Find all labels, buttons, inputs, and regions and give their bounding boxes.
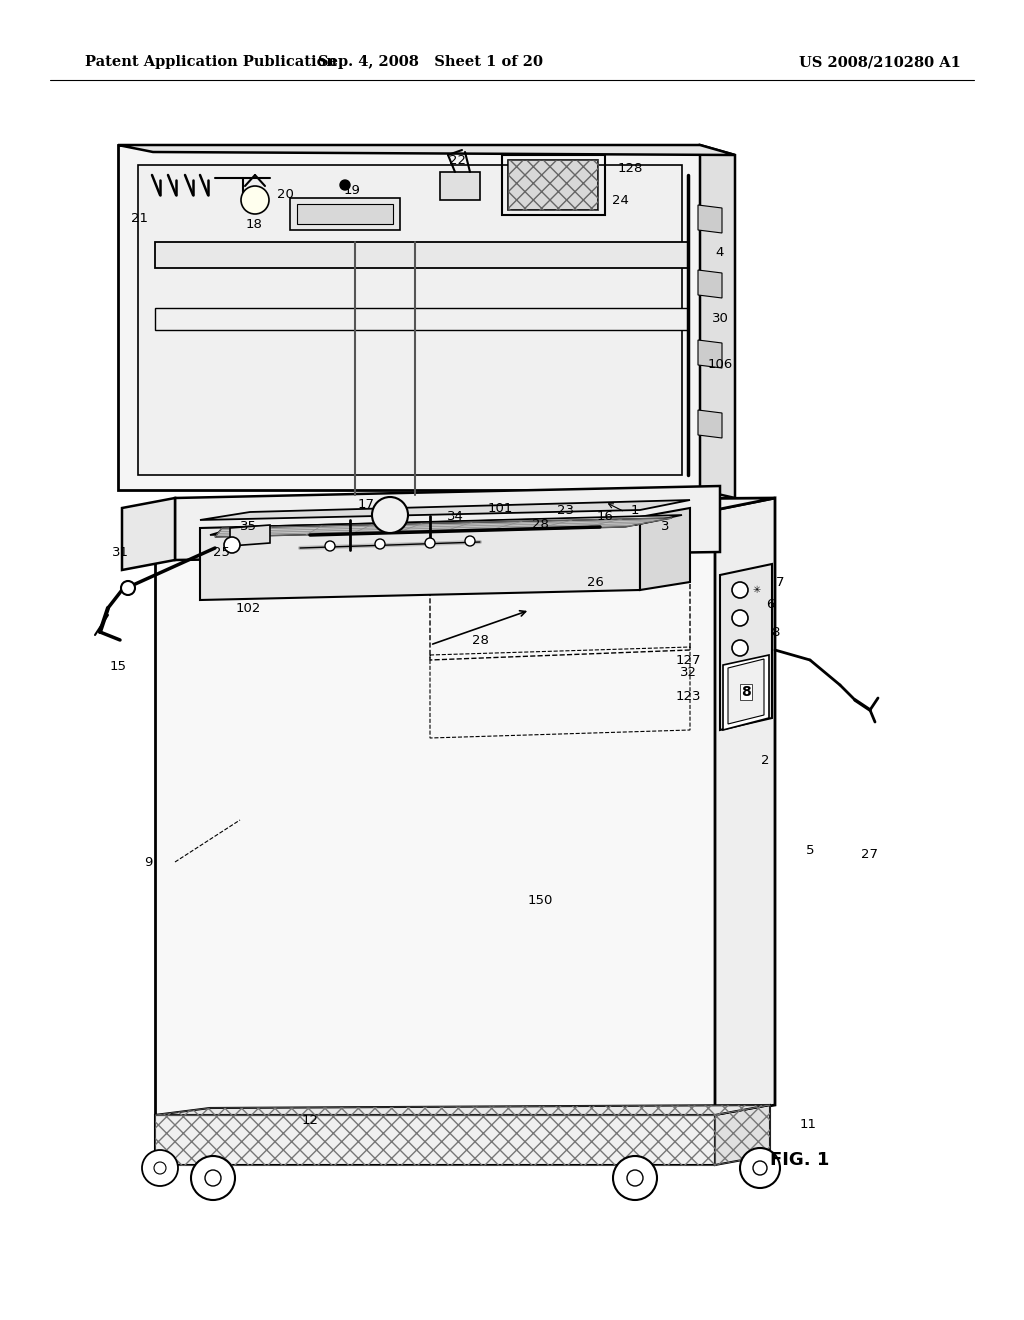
Polygon shape — [440, 172, 480, 201]
Text: 2: 2 — [761, 754, 769, 767]
Circle shape — [241, 186, 269, 214]
Circle shape — [753, 1162, 767, 1175]
Text: 102: 102 — [236, 602, 261, 615]
Polygon shape — [698, 341, 722, 368]
Polygon shape — [155, 308, 688, 330]
Text: 16: 16 — [597, 511, 613, 524]
Circle shape — [732, 582, 748, 598]
Circle shape — [121, 581, 135, 595]
Text: 18: 18 — [246, 219, 262, 231]
Text: 27: 27 — [861, 849, 879, 862]
Polygon shape — [215, 517, 672, 537]
Polygon shape — [200, 500, 690, 520]
Text: 4: 4 — [716, 246, 724, 259]
Text: 35: 35 — [240, 520, 256, 533]
Polygon shape — [155, 498, 775, 510]
Polygon shape — [118, 145, 700, 490]
Polygon shape — [508, 160, 598, 210]
Text: 15: 15 — [110, 660, 127, 672]
Text: 20: 20 — [276, 189, 294, 202]
Polygon shape — [155, 510, 715, 1115]
Polygon shape — [715, 1105, 770, 1166]
Circle shape — [205, 1170, 221, 1185]
Circle shape — [627, 1170, 643, 1185]
Polygon shape — [118, 145, 735, 154]
Text: 34: 34 — [446, 511, 464, 524]
Polygon shape — [698, 411, 722, 438]
Text: 28: 28 — [531, 519, 549, 532]
Circle shape — [340, 180, 350, 190]
Text: 17: 17 — [357, 499, 375, 511]
Circle shape — [191, 1156, 234, 1200]
Text: 150: 150 — [527, 894, 553, 907]
Circle shape — [325, 541, 335, 550]
Text: 30: 30 — [712, 312, 728, 325]
Polygon shape — [210, 515, 682, 535]
Text: Sep. 4, 2008   Sheet 1 of 20: Sep. 4, 2008 Sheet 1 of 20 — [317, 55, 543, 69]
Polygon shape — [720, 564, 772, 730]
Text: 19: 19 — [344, 183, 360, 197]
Text: 101: 101 — [487, 502, 513, 515]
Text: 25: 25 — [213, 545, 230, 558]
Text: 9: 9 — [143, 855, 153, 869]
Circle shape — [732, 640, 748, 656]
Text: 28: 28 — [472, 634, 488, 647]
Text: 23: 23 — [556, 503, 573, 516]
Text: 127: 127 — [675, 653, 700, 667]
Text: 22: 22 — [450, 153, 467, 166]
Text: 1: 1 — [631, 503, 639, 516]
Text: 21: 21 — [131, 211, 148, 224]
Polygon shape — [640, 508, 690, 590]
Text: 26: 26 — [587, 576, 603, 589]
Text: 128: 128 — [617, 161, 643, 174]
Text: 7: 7 — [776, 577, 784, 590]
Polygon shape — [728, 659, 764, 723]
Circle shape — [375, 539, 385, 549]
Text: 6: 6 — [766, 598, 774, 611]
Polygon shape — [700, 145, 735, 498]
Polygon shape — [200, 517, 640, 601]
Text: 106: 106 — [708, 359, 732, 371]
Polygon shape — [155, 1105, 770, 1115]
Polygon shape — [155, 1115, 715, 1166]
Text: Patent Application Publication: Patent Application Publication — [85, 55, 337, 69]
Text: 8: 8 — [741, 685, 751, 700]
Circle shape — [372, 498, 408, 533]
Polygon shape — [138, 165, 682, 475]
Circle shape — [425, 539, 435, 548]
Polygon shape — [715, 498, 775, 1115]
Text: FIG. 1: FIG. 1 — [770, 1151, 829, 1170]
Circle shape — [613, 1156, 657, 1200]
Circle shape — [465, 536, 475, 546]
Text: ✳: ✳ — [753, 585, 761, 595]
Text: 5: 5 — [806, 843, 814, 857]
Text: 32: 32 — [680, 665, 696, 678]
Circle shape — [142, 1150, 178, 1185]
Polygon shape — [698, 205, 722, 234]
Polygon shape — [723, 655, 769, 730]
Polygon shape — [155, 242, 688, 268]
Text: 12: 12 — [301, 1114, 318, 1126]
Text: US 2008/210280 A1: US 2008/210280 A1 — [799, 55, 961, 69]
Polygon shape — [698, 271, 722, 298]
Text: 8: 8 — [771, 627, 779, 639]
Polygon shape — [122, 498, 175, 570]
Circle shape — [224, 537, 240, 553]
Text: 24: 24 — [611, 194, 629, 206]
Polygon shape — [175, 486, 720, 560]
Text: 11: 11 — [800, 1118, 816, 1131]
Text: 123: 123 — [675, 689, 700, 702]
Text: 3: 3 — [660, 520, 670, 533]
Circle shape — [732, 610, 748, 626]
Polygon shape — [297, 205, 393, 224]
Polygon shape — [290, 198, 400, 230]
Circle shape — [740, 1148, 780, 1188]
Polygon shape — [230, 525, 270, 546]
Circle shape — [154, 1162, 166, 1173]
Text: 31: 31 — [112, 546, 128, 560]
